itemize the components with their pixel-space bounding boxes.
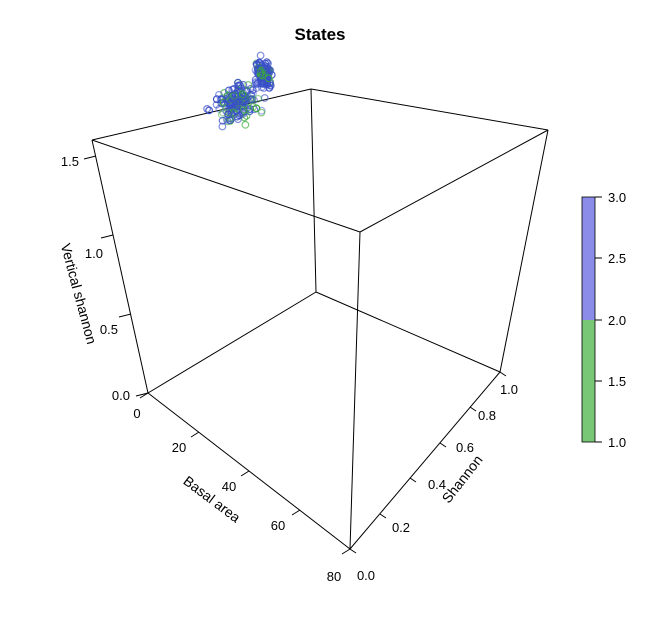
y-tick-label: 0.2: [392, 520, 410, 535]
box-edge-x-top-back: [310, 88, 549, 131]
data-point: [262, 76, 271, 85]
data-point: [218, 122, 227, 131]
y-axis-ticks: 0.0 0.2 0.4 0.6 0.8 1.0 Shannon: [349, 371, 518, 583]
data-point: [233, 112, 242, 121]
data-point: [252, 104, 261, 113]
colorbar: 1.0 1.5 2.0 2.5 3.0: [581, 190, 626, 450]
data-point: [232, 101, 241, 110]
data-point: [254, 70, 263, 79]
data-point: [240, 98, 249, 107]
box-edge-z-right: [499, 129, 549, 373]
x-tick-label: 60: [271, 518, 285, 533]
y-tick-label: 0.8: [478, 408, 496, 423]
colorbar-tick-label: 1.0: [608, 435, 626, 450]
data-point: [241, 120, 250, 129]
z-tick-label: 0.5: [100, 322, 118, 337]
y-tick-label: 0.6: [456, 440, 474, 455]
x-tick-label: 0: [133, 406, 140, 421]
data-point: [252, 84, 261, 92]
z-tick-label: 1.0: [85, 246, 103, 261]
data-point: [222, 115, 231, 124]
y-tick-label: 0.0: [357, 568, 375, 583]
data-point: [244, 80, 253, 89]
box-frame: [91, 88, 549, 550]
data-point: [212, 100, 221, 109]
data-point: [215, 90, 223, 99]
y-tick-label: 0.4: [428, 477, 446, 492]
colorbar-tick-label: 3.0: [608, 190, 626, 205]
x-tick-label: 40: [222, 479, 236, 494]
data-point: [266, 81, 275, 90]
data-point: [247, 95, 256, 104]
data-point: [229, 91, 238, 100]
box-edge-z-front: [349, 231, 361, 550]
data-point: [224, 110, 233, 119]
box-edge-z-back: [310, 88, 317, 293]
x-tick-label: 20: [172, 440, 186, 455]
box-edge-y-bottom-back: [147, 291, 317, 394]
data-point: [246, 84, 255, 93]
box-edge-y-bottom-front: [349, 371, 501, 550]
colorbar-tick-label: 2.0: [608, 313, 626, 328]
data-point: [260, 94, 269, 102]
data-point: [218, 116, 227, 125]
data-point: [238, 90, 247, 99]
x-tick-label: 80: [327, 569, 341, 584]
data-point: [235, 111, 244, 120]
y-tick-label: 1.0: [500, 382, 518, 397]
data-point: [212, 95, 221, 104]
data-point: [254, 78, 263, 87]
data-point: [242, 111, 251, 120]
data-point: [234, 78, 242, 87]
colorbar-tick-label: 1.5: [608, 374, 626, 389]
data-point: [264, 74, 273, 83]
colorbar-low-segment: [582, 320, 595, 442]
data-point: [256, 51, 265, 60]
box-edge-x-top-front: [91, 139, 361, 233]
data-point: [203, 104, 212, 113]
box-edge-y-top-front: [359, 129, 549, 233]
data-point: [240, 89, 249, 98]
z-tick-label: 1.5: [61, 154, 79, 169]
z-axis-ticks: 0.0 0.5 1.0 1.5 Vertical shannon: [58, 154, 149, 403]
chart-title: States: [294, 25, 345, 44]
data-point: [261, 59, 270, 68]
data-point: [258, 71, 267, 80]
data-point: [217, 99, 226, 108]
colorbar-tick-label: 2.5: [608, 251, 626, 266]
data-points: [203, 51, 276, 131]
box-edge-z-left: [91, 139, 149, 394]
data-point: [224, 86, 233, 95]
colorbar-high-segment: [582, 197, 595, 320]
data-point: [205, 106, 214, 115]
box-edge-y-top-back: [91, 88, 312, 141]
box-edge-x-bottom-back: [315, 291, 501, 373]
x-axis-ticks: 0 20 40 60 80 Basal area: [133, 392, 351, 584]
z-tick-label: 0.0: [112, 388, 130, 403]
data-point: [257, 108, 266, 117]
